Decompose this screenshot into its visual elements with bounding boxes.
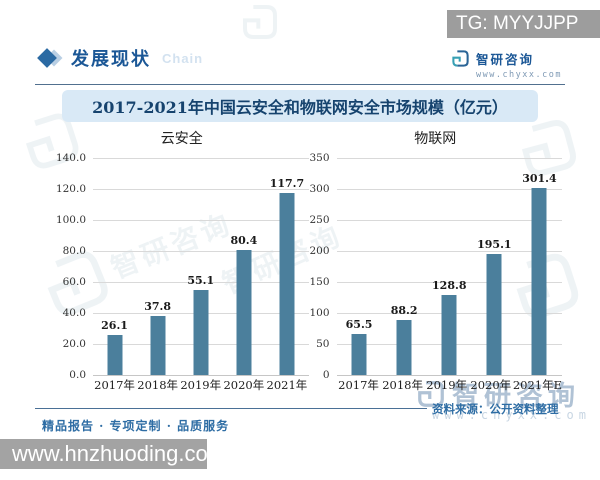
x-tick-label: 2020年 (470, 378, 512, 392)
bar-value-label: 195.1 (477, 238, 512, 252)
chain-watermark-text: Chain (162, 50, 204, 66)
brand-text: 智研咨询 www.chyxx.com (476, 49, 562, 80)
diamond-bullet-icon (37, 48, 63, 68)
bar-2019年 (441, 295, 457, 375)
tg-contact-badge: TG: MYYJJPP (447, 10, 600, 38)
bar-value-label: 301.4 (522, 172, 557, 186)
x-axis-labels: 2017年 2018年 2019年 2020年 2021年 (93, 375, 309, 395)
header-section: 发展现状 Chain (37, 45, 204, 71)
gridline (336, 220, 562, 221)
header: 发展现状 Chain 智研咨询 www.chyxx.com (37, 45, 562, 83)
y-axis: 0.0 20.0 40.0 60.0 80.0 100.0 120.0 140.0 (55, 152, 93, 381)
charts-row: 云安全 0.0 20.0 40.0 60.0 80.0 100.0 120.0 140.0 2… (55, 128, 562, 395)
iot-security-chart: 物联网 0 50 100 150 200 250 300 350 65.5 88.2 128.8 1… (309, 128, 563, 395)
chart-subtitle: 物联网 (414, 131, 457, 147)
plot-column: 65.5 88.2 128.8 195.1 301.4 2017年 2018年 2019年 2… (336, 158, 563, 395)
x-tick-label: 2021年 (266, 378, 308, 392)
brand-logo-icon (452, 50, 469, 67)
y-tick-label: 100.0 (55, 213, 86, 226)
y-tick-label: 80.0 (62, 244, 86, 257)
gridline (93, 282, 309, 283)
y-tick-label: 120.0 (55, 182, 86, 195)
y-tick-label: 20.0 (62, 337, 86, 350)
bar-value-label: 128.8 (432, 279, 467, 293)
header-divider (35, 84, 565, 85)
bar-value-label: 88.2 (390, 304, 418, 318)
brand-url: www.chyxx.com (475, 70, 562, 80)
y-tick-label: 0.0 (69, 368, 86, 381)
y-tick-label: 40.0 (62, 306, 86, 319)
x-tick-label: 2018年 (382, 378, 423, 392)
x-tick-label: 2018年 (137, 378, 179, 392)
bar-2020年 (236, 250, 252, 375)
y-tick-label: 140.0 (55, 151, 86, 164)
gridline (93, 375, 309, 376)
x-axis-labels: 2017年 2018年 2019年 2020年 2021年E (337, 375, 563, 395)
plot-area: 26.1 37.8 55.1 80.4 117.7 (93, 158, 309, 376)
cloud-security-chart: 云安全 0.0 20.0 40.0 60.0 80.0 100.0 120.0 140.0 2… (55, 128, 309, 395)
gridline (336, 158, 562, 159)
x-tick-label: 2020年 (223, 378, 265, 392)
brand-logo: 智研咨询 www.chyxx.com (451, 45, 562, 80)
y-tick-label: 50 (316, 337, 330, 350)
gridline (93, 189, 309, 190)
gridline (336, 375, 562, 376)
brand-name: 智研咨询 (475, 53, 534, 67)
bar-value-label: 37.8 (144, 300, 172, 314)
bar-2017年 (351, 334, 367, 375)
bar-value-label: 26.1 (101, 318, 128, 332)
bar-2018年 (150, 316, 166, 375)
bar-2019年 (193, 289, 209, 375)
gridline (93, 220, 309, 221)
bar-value-label: 80.4 (230, 234, 258, 248)
x-tick-label: 2021年E (512, 378, 562, 392)
x-tick-label: 2019年 (180, 378, 222, 392)
bar-2018年 (396, 320, 412, 375)
brand-watermark-icon (243, 5, 277, 39)
bar-value-label: 55.1 (187, 273, 215, 287)
brand-watermark (240, 2, 280, 42)
y-tick-label: 0 (322, 368, 330, 381)
bar-2020年 (486, 254, 502, 375)
gridline (336, 189, 562, 190)
bar-2021年 (279, 192, 295, 375)
section-title: 发展现状 (71, 49, 151, 70)
chart-body: 0 50 100 150 200 250 300 350 65.5 88.2 128.8 195.1… (309, 152, 563, 395)
site-url-bar: www.hnzhuoding.com (0, 439, 226, 469)
y-axis: 0 50 100 150 200 250 300 350 (309, 152, 337, 381)
bar-value-label: 65.5 (345, 318, 373, 332)
y-tick-label: 250 (309, 213, 330, 226)
footer-divider (35, 408, 427, 409)
bar-2017年 (107, 334, 123, 375)
y-tick-label: 350 (309, 151, 330, 164)
plot-column: 26.1 37.8 55.1 80.4 117.7 2017年 2018年 2019年 202… (93, 158, 309, 395)
x-tick-label: 2017年 (94, 378, 135, 392)
gridline (93, 158, 309, 159)
y-tick-label: 200 (309, 244, 330, 257)
plot-area: 65.5 88.2 128.8 195.1 301.4 (336, 158, 562, 376)
gridline (336, 251, 562, 252)
bar-2021年E (531, 188, 547, 375)
data-source-note: 资料来源：公开资料整理 (432, 402, 559, 416)
y-tick-label: 300 (309, 182, 330, 195)
bar-value-label: 117.7 (269, 176, 305, 190)
brand-tagline: 精品报告 · 专项定制 · 品质服务 (42, 419, 230, 433)
y-tick-label: 150 (309, 275, 330, 288)
gridline (336, 282, 562, 283)
chart-title-banner: 2017-2021年中国云安全和物联网安全市场规模（亿元） (62, 90, 538, 122)
x-tick-label: 2019年 (426, 378, 468, 392)
y-tick-label: 60.0 (62, 275, 86, 288)
x-tick-label: 2017年 (338, 378, 379, 392)
chart-main-title: 2017-2021年中国云安全和物联网安全市场规模（亿元） (92, 98, 508, 117)
chart-subtitle: 云安全 (160, 131, 203, 147)
gridline (93, 251, 309, 252)
chart-body: 0.0 20.0 40.0 60.0 80.0 100.0 120.0 140.0 26.1 3… (55, 152, 309, 395)
y-tick-label: 100 (309, 306, 330, 319)
